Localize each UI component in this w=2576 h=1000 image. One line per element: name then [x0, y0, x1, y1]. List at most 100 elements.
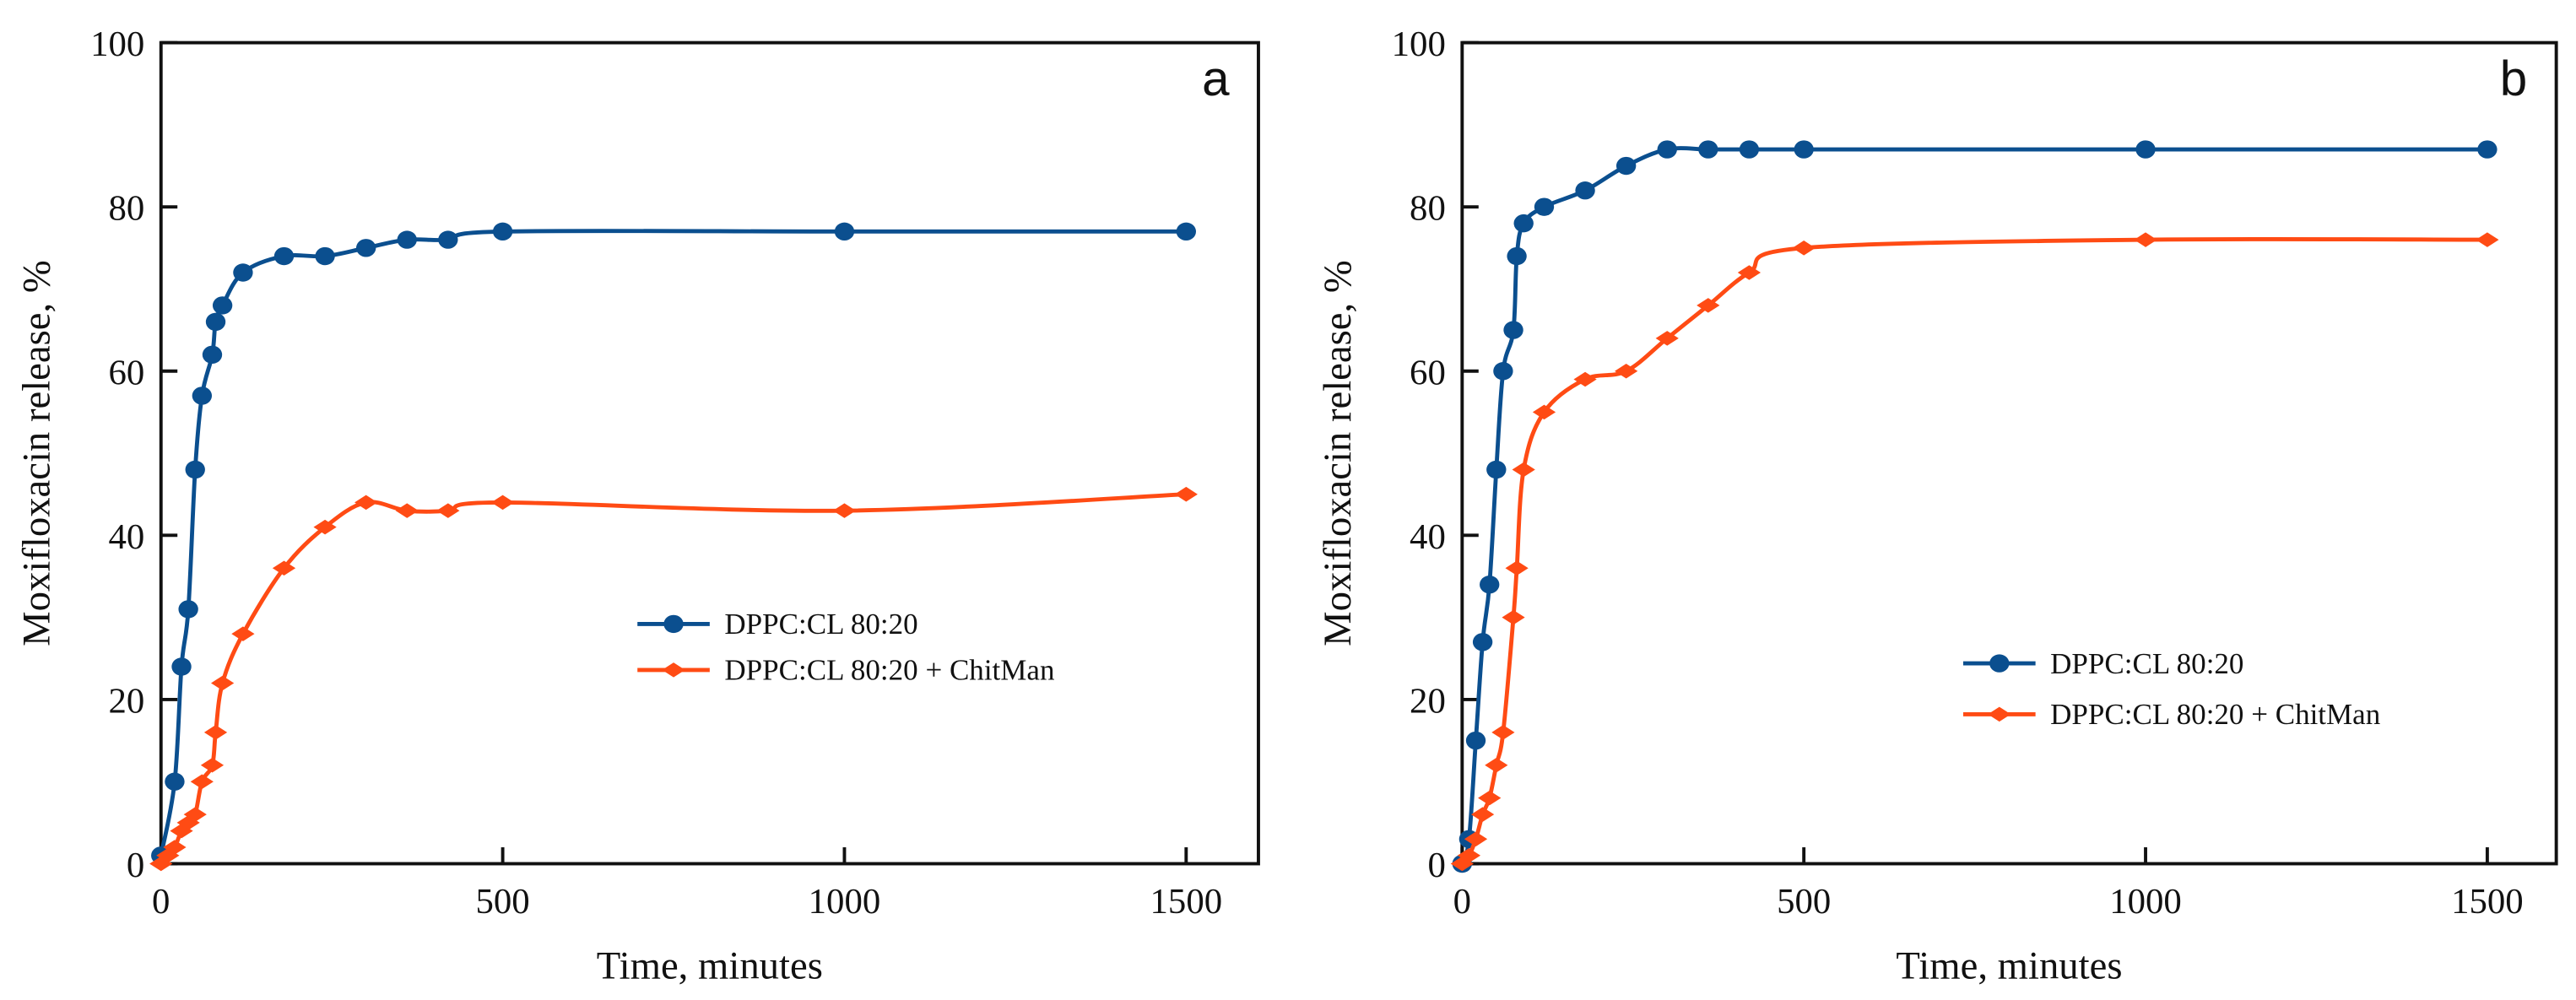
data-point	[832, 503, 857, 518]
y-tick-label: 80	[1410, 189, 1446, 229]
legend-entry: DPPC:CL 80:20	[1962, 647, 2243, 680]
x-tick-label: 0	[152, 882, 170, 922]
data-point	[1794, 140, 1814, 159]
x-tick-label: 1000	[2109, 882, 2182, 922]
legend-marker	[663, 614, 684, 634]
data-point	[1491, 725, 1515, 740]
legend-entry: DPPC:CL 80:20 + ChitMan	[1962, 698, 2380, 731]
data-point	[1465, 731, 1486, 750]
data-point	[397, 230, 417, 249]
plot-frame	[1460, 41, 2558, 866]
data-point	[1792, 241, 1816, 256]
data-point	[1480, 576, 1500, 594]
data-point	[1615, 156, 1637, 176]
data-point	[2476, 232, 2499, 247]
data-point	[1655, 331, 1679, 346]
series-dppc-cl-chitman	[1450, 232, 2499, 872]
data-point	[1486, 460, 1507, 479]
y-tick-label: 100	[1392, 24, 1446, 64]
data-point	[1464, 831, 1488, 847]
x-axis-label: Time, minutes	[1896, 944, 2122, 988]
data-point	[1737, 265, 1762, 280]
data-point	[1698, 140, 1718, 159]
data-point	[165, 772, 185, 791]
data-point	[185, 460, 205, 479]
plot-frame	[159, 41, 1260, 866]
data-point	[1472, 633, 1493, 651]
y-tick-label: 20	[1410, 681, 1446, 721]
legend-marker	[1989, 654, 2010, 673]
y-tick-label: 100	[90, 24, 144, 64]
data-point	[192, 386, 213, 405]
data-point	[1485, 757, 1508, 773]
x-axis-label: Time, minutes	[597, 944, 823, 988]
legend-label: DPPC:CL 80:20	[2050, 647, 2243, 680]
data-point	[1657, 140, 1677, 159]
data-point	[1697, 298, 1720, 313]
data-point	[490, 495, 515, 511]
y-tick-label: 40	[108, 517, 144, 557]
data-point	[1176, 222, 1196, 241]
data-point	[492, 222, 513, 241]
data-point	[1174, 486, 1198, 502]
y-tick-label: 0	[127, 846, 144, 885]
data-point	[1457, 848, 1481, 863]
data-point	[315, 246, 335, 266]
data-point	[1512, 462, 1535, 478]
x-tick-label: 500	[1777, 882, 1831, 922]
legend-entry: DPPC:CL 80:20 + ChitMan	[637, 654, 1054, 687]
data-point	[834, 222, 855, 241]
data-point	[272, 560, 296, 576]
data-point	[1503, 321, 1523, 339]
y-tick-label: 80	[108, 189, 144, 229]
data-point	[178, 600, 198, 619]
x-tick-label: 0	[1453, 882, 1471, 922]
data-point	[354, 495, 378, 511]
legend-label: DPPC:CL 80:20 + ChitMan	[2050, 698, 2380, 731]
data-point	[2135, 140, 2156, 159]
y-tick-label: 40	[1410, 517, 1446, 557]
data-point	[1493, 362, 1513, 381]
data-point	[355, 239, 376, 257]
series-line	[159, 229, 1187, 857]
data-point	[1615, 363, 1638, 379]
data-point	[200, 757, 225, 773]
y-tick-label: 60	[1410, 353, 1446, 392]
data-point	[1513, 214, 1534, 233]
data-point	[1502, 609, 1525, 625]
data-point	[1532, 404, 1556, 420]
data-point	[183, 807, 207, 822]
data-point	[438, 230, 458, 249]
data-point	[2477, 140, 2498, 159]
data-point	[1505, 560, 1529, 576]
data-point	[202, 345, 223, 364]
legend-marker	[662, 662, 685, 678]
data-point	[1470, 807, 1495, 822]
data-point	[203, 725, 228, 740]
data-point	[1507, 246, 1527, 266]
x-tick-label: 1500	[1150, 882, 1223, 922]
legend-marker	[1988, 706, 2011, 722]
data-point	[210, 675, 235, 691]
data-point	[1478, 790, 1502, 806]
series-dppc-cl	[1452, 140, 2498, 873]
x-tick-label: 500	[476, 882, 530, 922]
data-point	[205, 312, 226, 332]
data-point	[163, 840, 187, 855]
data-point	[190, 774, 214, 789]
data-point	[2134, 232, 2157, 247]
data-point	[233, 263, 253, 282]
data-point	[212, 296, 233, 315]
panel-label: a	[1202, 51, 1230, 106]
y-axis-label: Moxifloxacin release, %	[14, 260, 58, 646]
panel-label: b	[2500, 51, 2527, 106]
data-point	[171, 657, 192, 676]
series-line	[1459, 146, 2487, 865]
data-point	[1575, 181, 1595, 200]
data-point	[273, 246, 295, 266]
data-point	[231, 626, 255, 641]
legend-label: DPPC:CL 80:20 + ChitMan	[724, 654, 1054, 687]
